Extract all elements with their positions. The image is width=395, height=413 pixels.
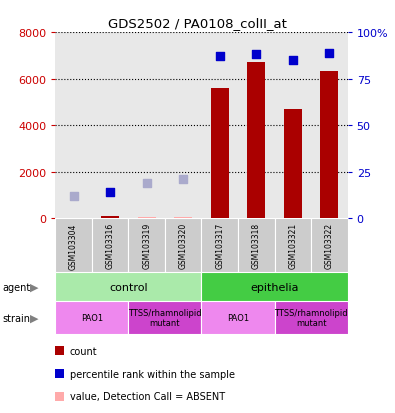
Bar [275,301,348,335]
Text: agent: agent [2,282,30,292]
Text: PAO1: PAO1 [81,313,103,323]
Text: ▶: ▶ [30,313,38,323]
Bar [275,219,311,273]
Text: control: control [109,282,148,292]
Bar [247,63,265,219]
Text: GDS2502 / PA0108_colII_at: GDS2502 / PA0108_colII_at [108,17,287,29]
Bar [311,219,348,273]
Text: GSM103320: GSM103320 [179,223,188,269]
Bar [55,301,128,335]
Bar [137,218,156,219]
Point [216,54,223,61]
Text: count: count [70,346,98,356]
Point [290,57,296,64]
Bar [201,219,238,273]
Bar [284,110,302,219]
Text: GSM103318: GSM103318 [252,223,261,269]
Bar [238,219,275,273]
Bar [201,273,348,301]
Bar [211,89,229,219]
Text: GSM103317: GSM103317 [215,223,224,269]
Point [253,52,260,59]
Text: PAO1: PAO1 [227,313,249,323]
Bar [201,301,275,335]
Point [326,50,333,57]
Bar [92,219,128,273]
Text: TTSS/rhamnolipid
mutant: TTSS/rhamnolipid mutant [128,309,202,328]
Text: epithelia: epithelia [250,282,299,292]
Bar [174,218,192,219]
Point [143,180,150,187]
Text: percentile rank within the sample: percentile rank within the sample [70,369,235,379]
Text: GSM103316: GSM103316 [105,223,115,269]
Text: GSM103321: GSM103321 [288,223,297,269]
Text: TTSS/rhamnolipid
mutant: TTSS/rhamnolipid mutant [274,309,348,328]
Bar [128,219,165,273]
Point [70,193,77,200]
Text: GSM103322: GSM103322 [325,223,334,269]
Text: value, Detection Call = ABSENT: value, Detection Call = ABSENT [70,392,225,401]
Text: strain: strain [2,313,30,323]
Point [180,177,186,183]
Bar [64,218,83,219]
Bar [165,219,201,273]
Bar [55,219,92,273]
Point [107,190,113,196]
Bar [55,273,201,301]
Bar [320,71,339,219]
Text: GSM103319: GSM103319 [142,223,151,269]
Bar [101,216,119,219]
Bar [128,301,201,335]
Text: ▶: ▶ [30,282,38,292]
Text: GSM103304: GSM103304 [69,223,78,269]
